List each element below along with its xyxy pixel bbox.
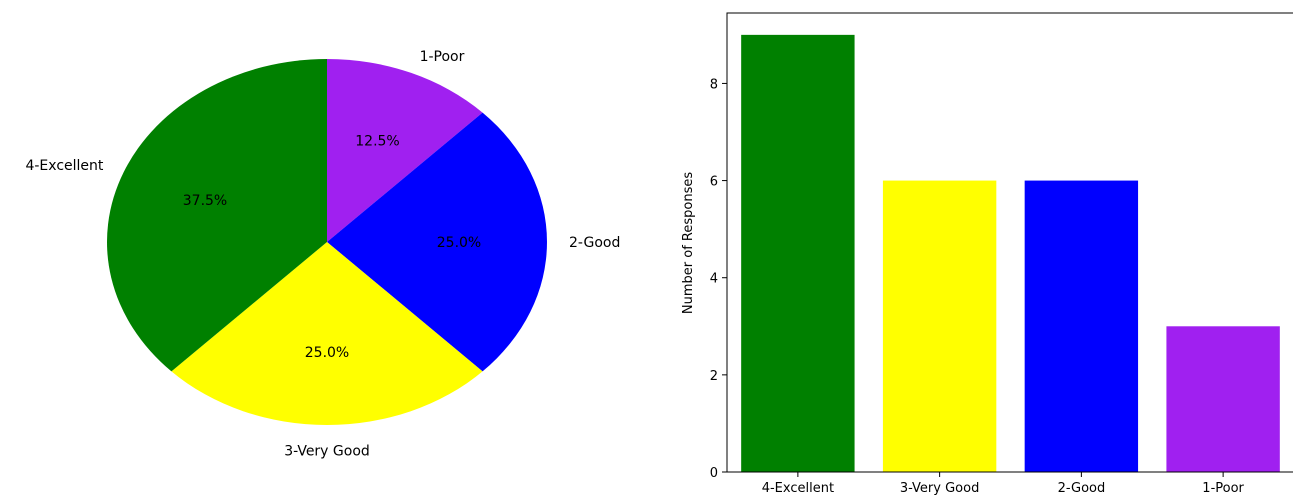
pie-category-label: 2-Good xyxy=(569,235,620,251)
pie-percent-label: 37.5% xyxy=(183,193,227,209)
x-tick-label: 3-Very Good xyxy=(900,481,980,496)
bar-2-good xyxy=(1024,180,1139,472)
pie-category-label: 4-Excellent xyxy=(25,158,103,174)
pie-category-label: 1-Poor xyxy=(420,49,465,65)
bar-chart: 0 2 4 6 8 4-Excellent 3-Very Good 2-Good 1-Poor… xyxy=(681,12,1293,496)
pie-slice-1-poor xyxy=(327,59,483,242)
pie-slice-3-very-good xyxy=(171,242,483,425)
bar-1-poor xyxy=(1166,326,1280,472)
pie-slice-4-excellent xyxy=(107,59,327,372)
pie-percent-labels: 12.5% 25.0% 25.0% 37.5% xyxy=(183,134,481,361)
bar-4-excellent xyxy=(741,34,855,473)
y-tick-label: 4 xyxy=(710,272,718,287)
x-tick-label: 1-Poor xyxy=(1202,481,1244,496)
pie-category-label: 3-Very Good xyxy=(284,443,370,459)
x-tick-label: 4-Excellent xyxy=(762,481,834,496)
pie-percent-label: 25.0% xyxy=(437,235,481,251)
bars xyxy=(741,34,1280,473)
bar-3-very-good xyxy=(882,180,997,472)
y-tick-label: 0 xyxy=(710,466,718,481)
y-tick-label: 8 xyxy=(710,77,718,92)
x-ticks: 4-Excellent 3-Very Good 2-Good 1-Poor xyxy=(762,472,1245,496)
y-tick-label: 6 xyxy=(710,175,718,190)
pie-slice-2-good xyxy=(327,112,547,372)
x-tick-label: 2-Good xyxy=(1058,481,1106,496)
pie-category-labels: 1-Poor 2-Good 3-Very Good 4-Excellent xyxy=(25,49,620,459)
plot-frame xyxy=(726,12,1293,473)
y-ticks: 0 2 4 6 8 xyxy=(710,77,727,481)
y-tick-label: 2 xyxy=(710,369,718,384)
pie-slices xyxy=(107,59,547,425)
pie-percent-label: 12.5% xyxy=(355,134,399,150)
pie-percent-label: 25.0% xyxy=(305,345,349,361)
y-axis-title: Number of Responses xyxy=(681,172,696,314)
pie-chart: 12.5% 25.0% 25.0% 37.5% 1-Poor 2-Good 3-Very … xyxy=(25,49,620,459)
